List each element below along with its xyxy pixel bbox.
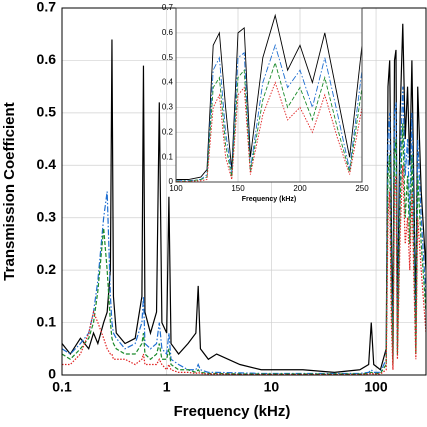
series-group bbox=[176, 13, 362, 182]
x-tick-label: 150 bbox=[231, 184, 245, 193]
y-tick-label: 0.7 bbox=[162, 3, 174, 12]
y-tick-label: 0.3 bbox=[162, 103, 174, 112]
series-line bbox=[62, 165, 426, 375]
x-axis-title: Frequency (kHz) bbox=[242, 196, 296, 203]
x-tick-label: 100 bbox=[169, 184, 183, 193]
plot-frame bbox=[175, 7, 363, 183]
y-tick-label: 0.5 bbox=[162, 53, 174, 62]
y-tick-label: 0.4 bbox=[162, 78, 174, 87]
series-line bbox=[62, 86, 426, 375]
y-tick-label: 0.1 bbox=[37, 313, 57, 329]
x-tick-label: 0.1 bbox=[52, 379, 72, 395]
series-line bbox=[62, 123, 426, 375]
y-tick-label: 0 bbox=[48, 366, 56, 382]
series-line bbox=[176, 61, 362, 182]
y-tick-label: 0.1 bbox=[162, 152, 174, 161]
y-tick-label: 0.3 bbox=[37, 208, 57, 224]
x-tick-label: 1 bbox=[163, 379, 171, 395]
x-tick-label: 10 bbox=[264, 379, 280, 395]
y-axis-title: Transmission Coefficient bbox=[1, 102, 18, 280]
x-axis-title: Frequency (kHz) bbox=[174, 403, 291, 420]
plot-area bbox=[176, 8, 362, 182]
series-group bbox=[62, 23, 426, 375]
inset-plot: 0 0.1 0.2 0.3 0.4 0.5 0.6 0.7 100 150 200 250 Freque… bbox=[162, 3, 369, 203]
y-tick-label: 0.6 bbox=[37, 51, 57, 67]
y-tick-label: 0.2 bbox=[37, 261, 57, 277]
series-line bbox=[176, 13, 362, 180]
y-tick-label: 0.5 bbox=[37, 104, 57, 120]
y-tick-label: 0.6 bbox=[162, 28, 174, 37]
y-tick-label: 0.2 bbox=[162, 127, 174, 136]
series-line bbox=[62, 23, 426, 373]
y-tick-label: 0 bbox=[169, 177, 174, 186]
x-tick-label: 100 bbox=[364, 379, 388, 395]
x-tick-label: 200 bbox=[293, 184, 307, 193]
y-tick-label: 0.7 bbox=[37, 0, 57, 15]
x-tick-label: 250 bbox=[355, 184, 369, 193]
y-tick-label: 0.4 bbox=[37, 156, 57, 172]
series-line bbox=[176, 81, 362, 182]
